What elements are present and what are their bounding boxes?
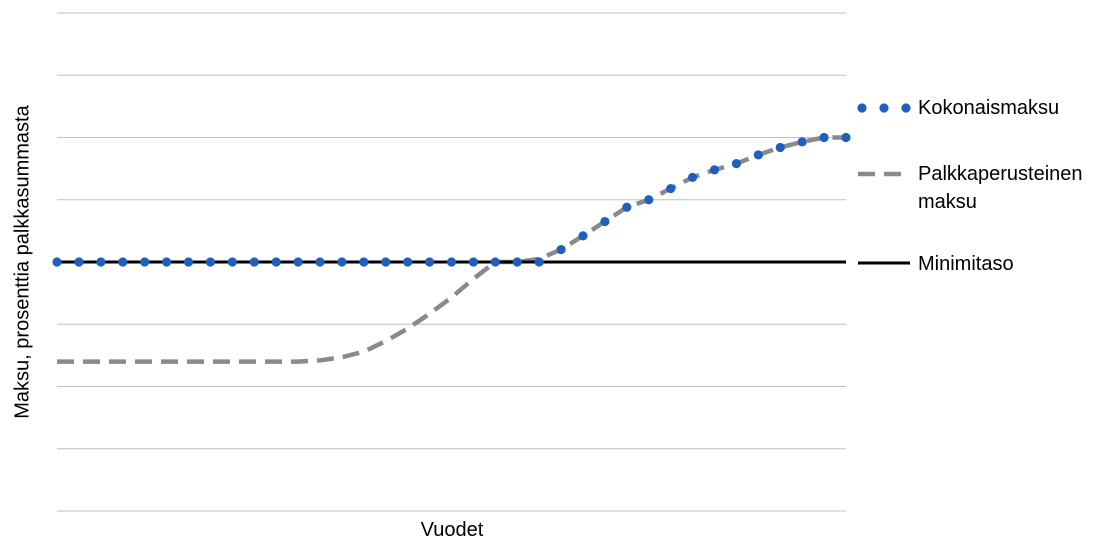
data-point-kokonaismaksu	[731, 159, 742, 169]
legend-label-palkkaperusteinen-line1: Palkkaperusteinen	[918, 163, 1083, 185]
data-point-kokonaismaksu	[249, 257, 259, 267]
data-point-kokonaismaksu	[753, 150, 763, 160]
data-point-kokonaismaksu	[205, 257, 216, 267]
data-point-kokonaismaksu	[271, 257, 281, 267]
data-point-kokonaismaksu	[183, 257, 194, 267]
data-point-kokonaismaksu	[74, 257, 84, 267]
data-point-kokonaismaksu	[227, 257, 237, 267]
data-point-kokonaismaksu	[424, 257, 435, 267]
data-point-kokonaismaksu	[578, 231, 588, 241]
data-point-kokonaismaksu	[622, 202, 632, 212]
data-point-kokonaismaksu	[315, 257, 325, 267]
data-point-kokonaismaksu	[118, 257, 128, 267]
data-point-kokonaismaksu	[687, 172, 698, 182]
x-axis-label: Vuodet	[420, 519, 484, 541]
data-point-kokonaismaksu	[337, 257, 347, 267]
data-point-kokonaismaksu	[841, 132, 851, 143]
data-point-kokonaismaksu	[534, 257, 544, 267]
legend-label-kokonaismaksu: Kokonaismaksu	[918, 97, 1060, 119]
data-point-kokonaismaksu	[512, 257, 522, 267]
legend-marker-kokonaismaksu	[879, 103, 889, 113]
series-kokonaismaksu	[52, 132, 851, 267]
data-point-kokonaismaksu	[52, 257, 62, 267]
legend-marker-kokonaismaksu	[901, 103, 911, 113]
y-axis-label: Maksu, prosenttia palkkasummasta	[11, 105, 34, 419]
data-point-kokonaismaksu	[666, 183, 676, 194]
data-point-kokonaismaksu	[468, 257, 479, 267]
data-point-kokonaismaksu	[797, 137, 807, 147]
data-point-kokonaismaksu	[293, 257, 303, 267]
data-point-kokonaismaksu	[556, 244, 566, 255]
data-point-kokonaismaksu	[490, 257, 500, 267]
series-palkkaperusteinen-maksu	[57, 135, 846, 364]
legend-marker-kokonaismaksu	[857, 103, 867, 113]
data-point-kokonaismaksu	[381, 257, 391, 267]
data-point-kokonaismaksu	[644, 195, 654, 205]
legend-marks	[857, 103, 911, 265]
legend-label-palkkaperusteinen-line2: maksu	[918, 191, 977, 213]
data-point-kokonaismaksu	[96, 257, 106, 267]
data-point-kokonaismaksu	[709, 165, 720, 175]
data-point-kokonaismaksu	[359, 257, 369, 267]
series-line-palkkaperusteinen-maksu	[57, 135, 846, 364]
legend-label-minimitaso: Minimitaso	[918, 253, 1014, 275]
data-point-kokonaismaksu	[819, 132, 829, 143]
data-point-kokonaismaksu	[775, 142, 785, 153]
data-point-kokonaismaksu	[600, 216, 610, 227]
data-point-kokonaismaksu	[403, 257, 413, 267]
data-point-kokonaismaksu	[140, 257, 150, 267]
data-point-kokonaismaksu	[161, 257, 172, 267]
data-point-kokonaismaksu	[446, 257, 457, 267]
